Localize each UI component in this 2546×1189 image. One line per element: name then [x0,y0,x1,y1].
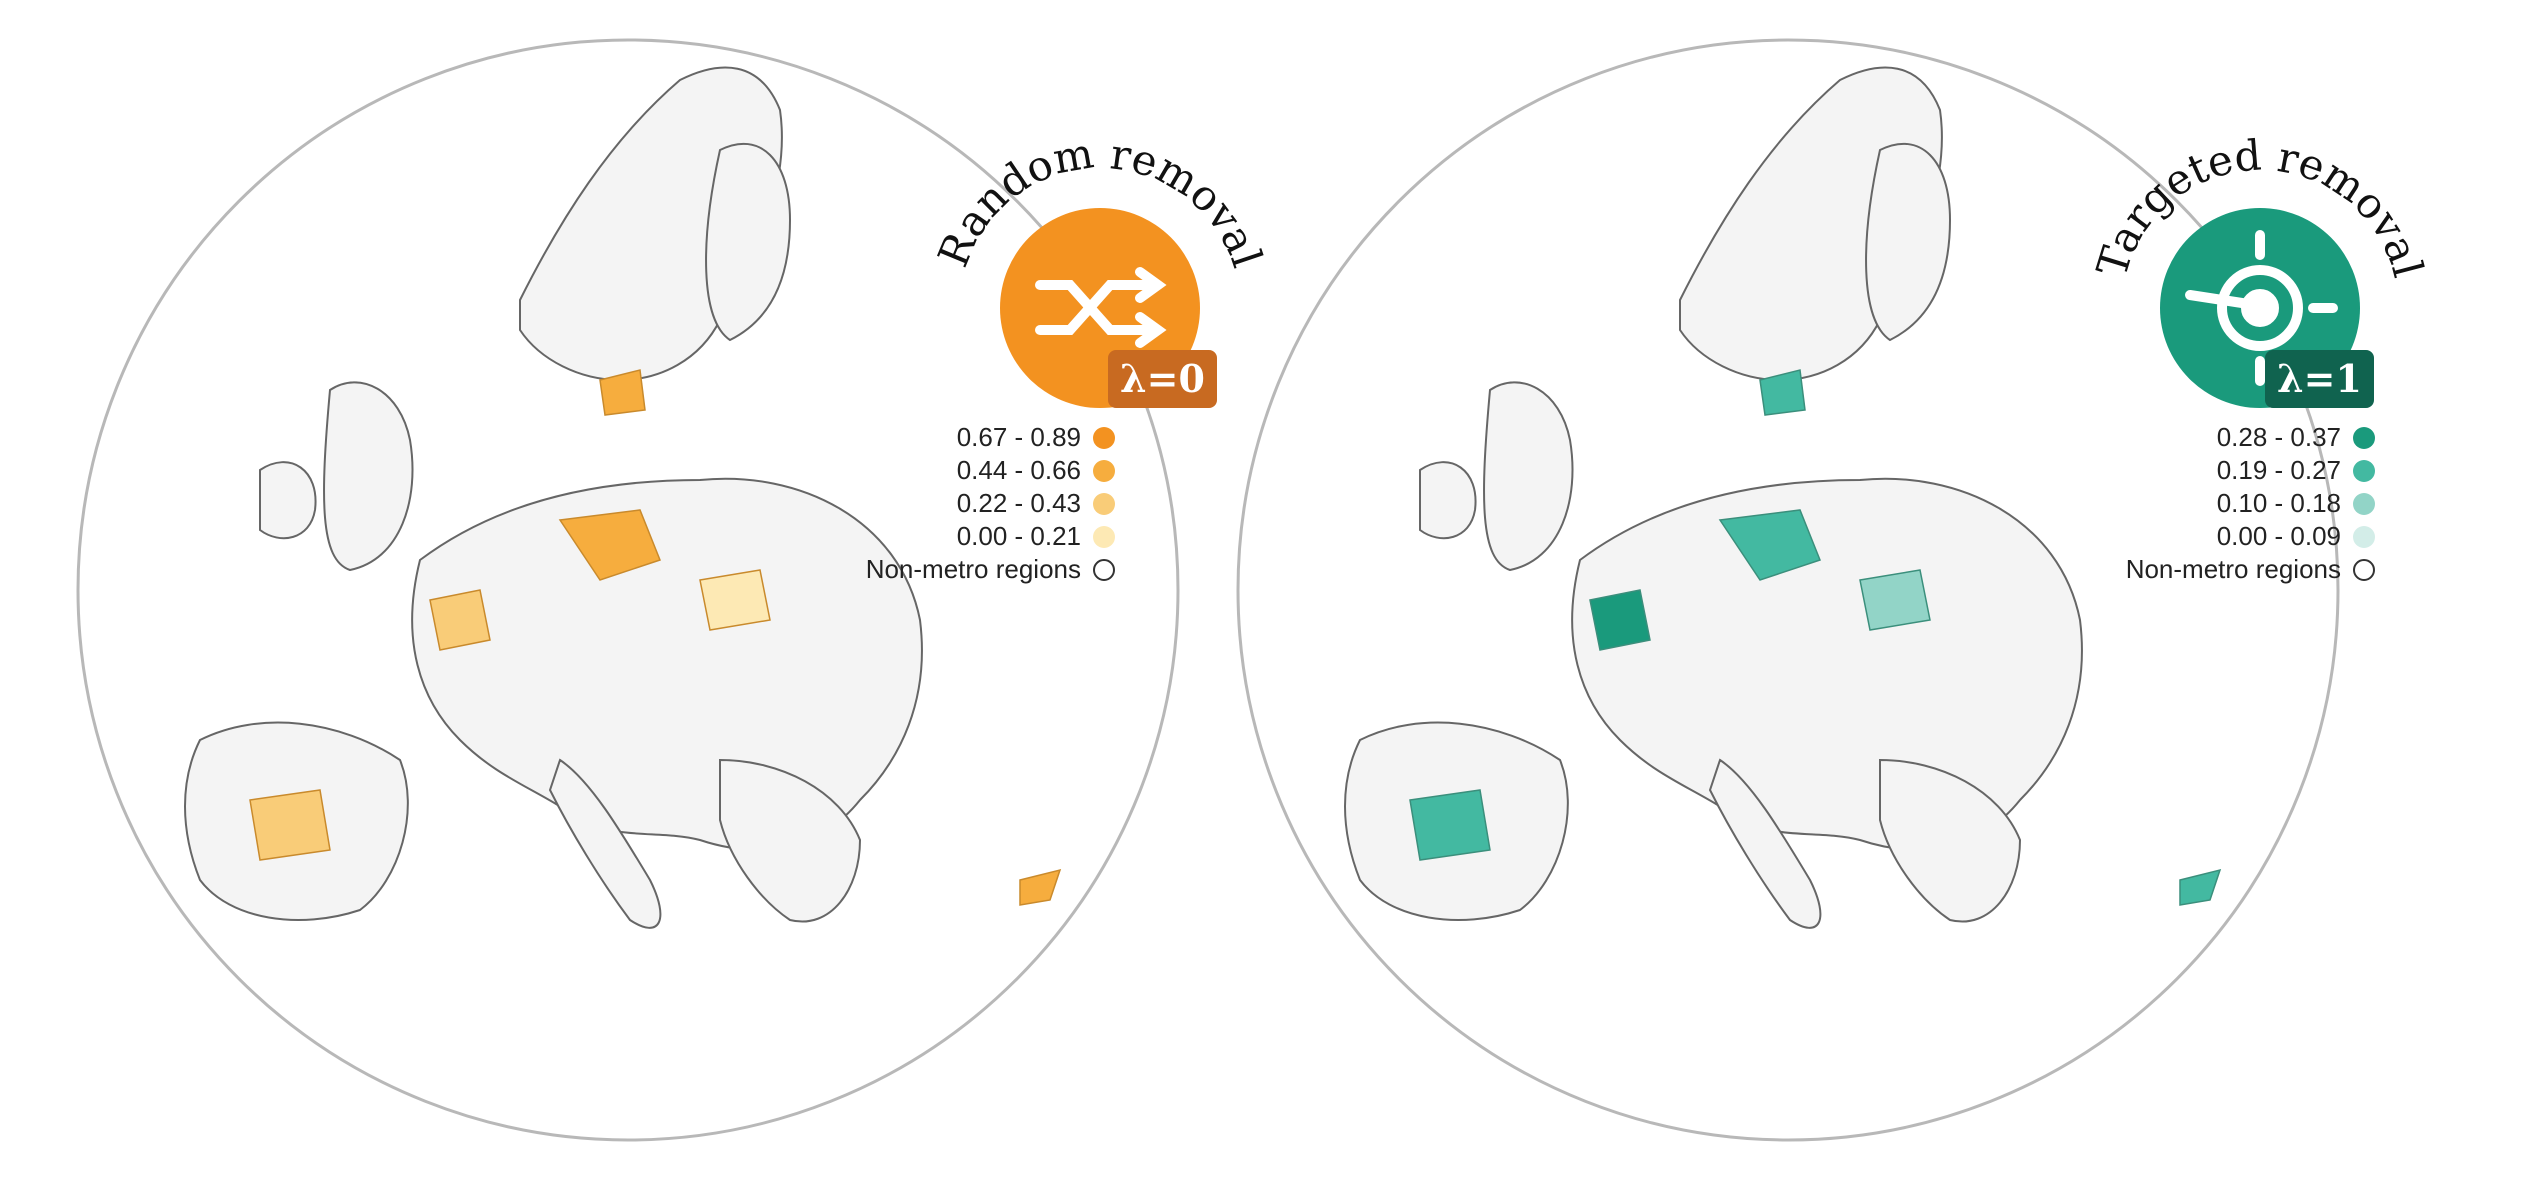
map-svg: Targeted removal [1236,38,2433,1142]
legend-item: 0.44 - 0.66 [957,455,1115,486]
finland-region [705,142,792,342]
shuffle-icon [1035,267,1167,348]
british-isles-region [323,381,414,572]
tinted-region [1409,789,1491,861]
tinted-region [599,369,646,416]
legend-item: 0.10 - 0.18 [2217,488,2375,519]
map-panel-random-removal: Random removal λ=0 0.67 - 0.89 0.44 - 0.… [76,38,1272,1142]
tinted-region [1859,569,1931,631]
legend-swatch [2353,426,2375,449]
legend-label: 0.22 - 0.43 [956,488,1081,518]
legend-swatch [1093,459,1115,482]
lambda-badge: λ=1 [2265,350,2374,408]
italy-region [548,758,662,929]
map-svg: Random removal [76,38,1272,1142]
legend-swatch [2353,492,2375,515]
legend-item: Non-metro regions [866,554,1115,585]
legend-swatch [2353,459,2375,482]
lambda-badge: λ=0 [1108,350,1217,408]
finland-region [1865,142,1952,342]
ireland-region [1419,461,1477,540]
legend-label: 0.28 - 0.37 [2216,422,2341,452]
balkans-region [1879,758,2022,923]
europe-map [1344,66,2083,929]
legend-swatch [1093,426,1115,449]
legend-item: Non-metro regions [2126,554,2375,585]
map-tinted-regions [1409,369,2222,906]
legend-label: 0.44 - 0.66 [956,455,1081,485]
tinted-region [249,789,331,861]
tinted-region [699,569,771,631]
tinted-region [429,589,491,651]
legend-label: Non-metro regions [2125,554,2341,584]
legend-item: 0.19 - 0.27 [2217,455,2375,486]
europe-map [184,66,923,929]
legend-swatch [1093,558,1115,581]
legend-label: 0.19 - 0.27 [2216,455,2341,485]
legend-swatch [2353,558,2375,581]
tinted-region [1759,369,1806,416]
legend-swatch [2353,525,2375,548]
legend-label: 0.00 - 0.21 [956,521,1081,551]
british-isles-region [1483,381,1574,572]
legend-label: 0.67 - 0.89 [956,422,1081,452]
legend-swatch [1093,492,1115,515]
tinted-region [2179,868,2222,906]
tinted-region [1718,509,1821,581]
target-icon [2185,230,2338,386]
italy-region [1708,758,1822,929]
tinted-region [558,509,661,581]
legend-item: 0.28 - 0.37 [2217,422,2375,453]
legend-label: 0.00 - 0.09 [2216,521,2341,551]
legend-label: Non-metro regions [865,554,1081,584]
map-panel-targeted-removal: Targeted removal λ=1 0.28 - 0.37 0.19 - … [1160,0,2433,1189]
tinted-region [1019,868,1062,906]
legend-label: 0.10 - 0.18 [2216,488,2341,518]
map-tinted-regions [249,369,1062,906]
legend-item: 0.67 - 0.89 [957,422,1115,453]
balkans-region [719,758,862,923]
legend-swatch [1093,525,1115,548]
legend-item: 0.00 - 0.09 [2217,521,2375,552]
legend-item: 0.22 - 0.43 [957,488,1115,519]
tinted-region [1589,589,1651,651]
legend-item: 0.00 - 0.21 [957,521,1115,552]
ireland-region [259,461,317,540]
